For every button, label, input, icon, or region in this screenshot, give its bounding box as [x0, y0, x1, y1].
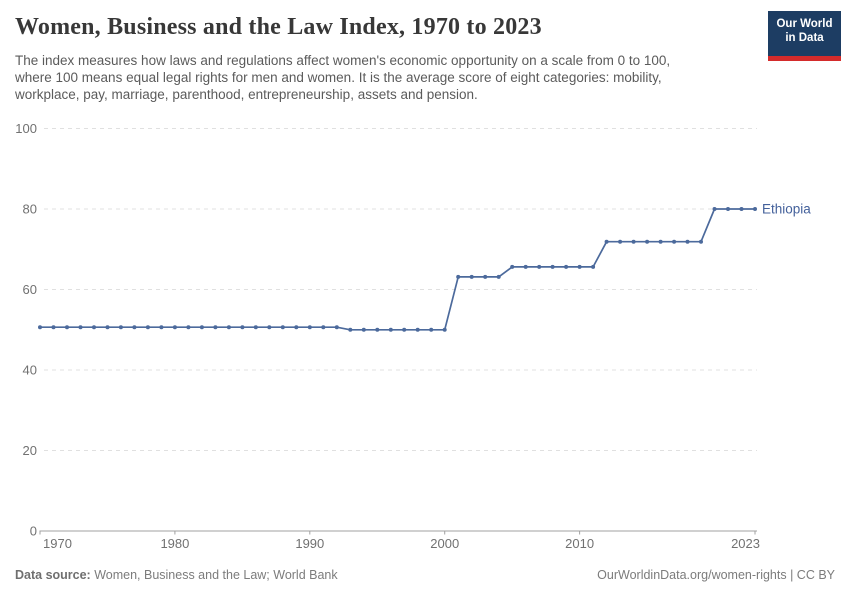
- page-title: Women, Business and the Law Index, 1970 …: [15, 14, 542, 40]
- data-point-1972[interactable]: [65, 325, 69, 330]
- data-point-2005[interactable]: [510, 264, 515, 269]
- owid-logo-line2: in Data: [785, 32, 824, 44]
- data-point-2007[interactable]: [537, 264, 542, 269]
- owid-logo-line1: Our World: [776, 18, 833, 30]
- y-tick-label-40: 40: [23, 363, 37, 378]
- data-point-1976[interactable]: [118, 325, 123, 330]
- data-point-1984[interactable]: [226, 325, 231, 330]
- data-point-1987[interactable]: [267, 325, 272, 330]
- data-source: Data source: Women, Business and the Law…: [15, 568, 338, 582]
- data-source-label: Data source:: [15, 568, 91, 582]
- data-point-1998[interactable]: [415, 327, 420, 332]
- attribution-link[interactable]: OurWorldinData.org/women-rights | CC BY: [597, 568, 835, 582]
- data-point-2016[interactable]: [658, 239, 663, 244]
- data-point-2017[interactable]: [672, 239, 677, 244]
- data-point-1971[interactable]: [51, 325, 56, 330]
- data-point-1986[interactable]: [253, 325, 258, 330]
- data-point-2008[interactable]: [550, 264, 555, 269]
- x-tick-label-1990: 1990: [295, 536, 324, 551]
- data-source-value: Women, Business and the Law; World Bank: [90, 568, 338, 582]
- y-tick-label-80: 80: [23, 202, 37, 217]
- x-tick-label-2023: 2023: [731, 536, 760, 551]
- data-point-1991[interactable]: [321, 325, 326, 330]
- data-point-1982[interactable]: [199, 325, 204, 330]
- data-point-2003[interactable]: [483, 274, 488, 279]
- data-point-2004[interactable]: [496, 274, 501, 279]
- data-point-1981[interactable]: [186, 325, 191, 330]
- data-point-1992[interactable]: [334, 325, 339, 330]
- data-point-1979[interactable]: [159, 325, 164, 330]
- x-tick-label-1970: 1970: [43, 536, 72, 551]
- data-point-2001[interactable]: [456, 274, 461, 279]
- data-point-1993[interactable]: [348, 327, 353, 332]
- data-point-2015[interactable]: [645, 239, 650, 244]
- data-point-1970[interactable]: [38, 325, 42, 330]
- data-point-1977[interactable]: [132, 325, 137, 330]
- data-point-1990[interactable]: [307, 325, 312, 330]
- chart-subtitle: The index measures how laws and regulati…: [15, 53, 671, 102]
- data-point-2009[interactable]: [564, 264, 569, 269]
- data-point-2020[interactable]: [712, 207, 717, 211]
- owid-logo[interactable]: Our World in Data: [768, 11, 841, 61]
- data-point-2011[interactable]: [591, 264, 596, 269]
- data-point-2012[interactable]: [604, 239, 609, 244]
- data-point-1973[interactable]: [78, 325, 83, 330]
- data-point-2000[interactable]: [442, 327, 447, 332]
- y-tick-label-0: 0: [30, 524, 37, 539]
- data-point-2018[interactable]: [685, 239, 690, 244]
- data-point-1995[interactable]: [375, 327, 380, 332]
- data-point-2022[interactable]: [739, 207, 744, 211]
- chart-footer: Data source: Women, Business and the Law…: [15, 568, 835, 582]
- x-tick-label-2010: 2010: [565, 536, 594, 551]
- data-point-1996[interactable]: [388, 327, 393, 332]
- data-point-1974[interactable]: [92, 325, 96, 330]
- data-point-2002[interactable]: [469, 274, 474, 279]
- data-point-2013[interactable]: [618, 239, 623, 244]
- data-point-2010[interactable]: [577, 264, 582, 269]
- data-point-1975[interactable]: [105, 325, 110, 330]
- series-line-ethiopia[interactable]: [39, 208, 756, 331]
- data-point-2019[interactable]: [699, 239, 703, 244]
- data-point-2023[interactable]: [753, 207, 757, 211]
- data-point-2021[interactable]: [726, 207, 730, 211]
- y-tick-label-60: 60: [23, 282, 37, 297]
- y-tick-label-100: 100: [15, 121, 37, 136]
- data-point-1997[interactable]: [402, 327, 407, 332]
- data-point-1994[interactable]: [361, 327, 366, 332]
- data-point-2014[interactable]: [631, 239, 636, 244]
- data-point-1983[interactable]: [213, 325, 218, 330]
- data-point-1999[interactable]: [429, 327, 434, 332]
- x-tick-label-2000: 2000: [430, 536, 459, 551]
- y-tick-label-20: 20: [23, 443, 37, 458]
- data-point-1988[interactable]: [280, 325, 285, 330]
- data-point-1985[interactable]: [240, 325, 245, 330]
- data-point-1978[interactable]: [145, 325, 150, 330]
- data-point-2006[interactable]: [523, 264, 528, 269]
- data-point-1980[interactable]: [172, 325, 177, 330]
- x-tick-label-1980: 1980: [160, 536, 189, 551]
- entity-label[interactable]: Ethiopia: [762, 202, 811, 217]
- data-point-1989[interactable]: [294, 325, 299, 330]
